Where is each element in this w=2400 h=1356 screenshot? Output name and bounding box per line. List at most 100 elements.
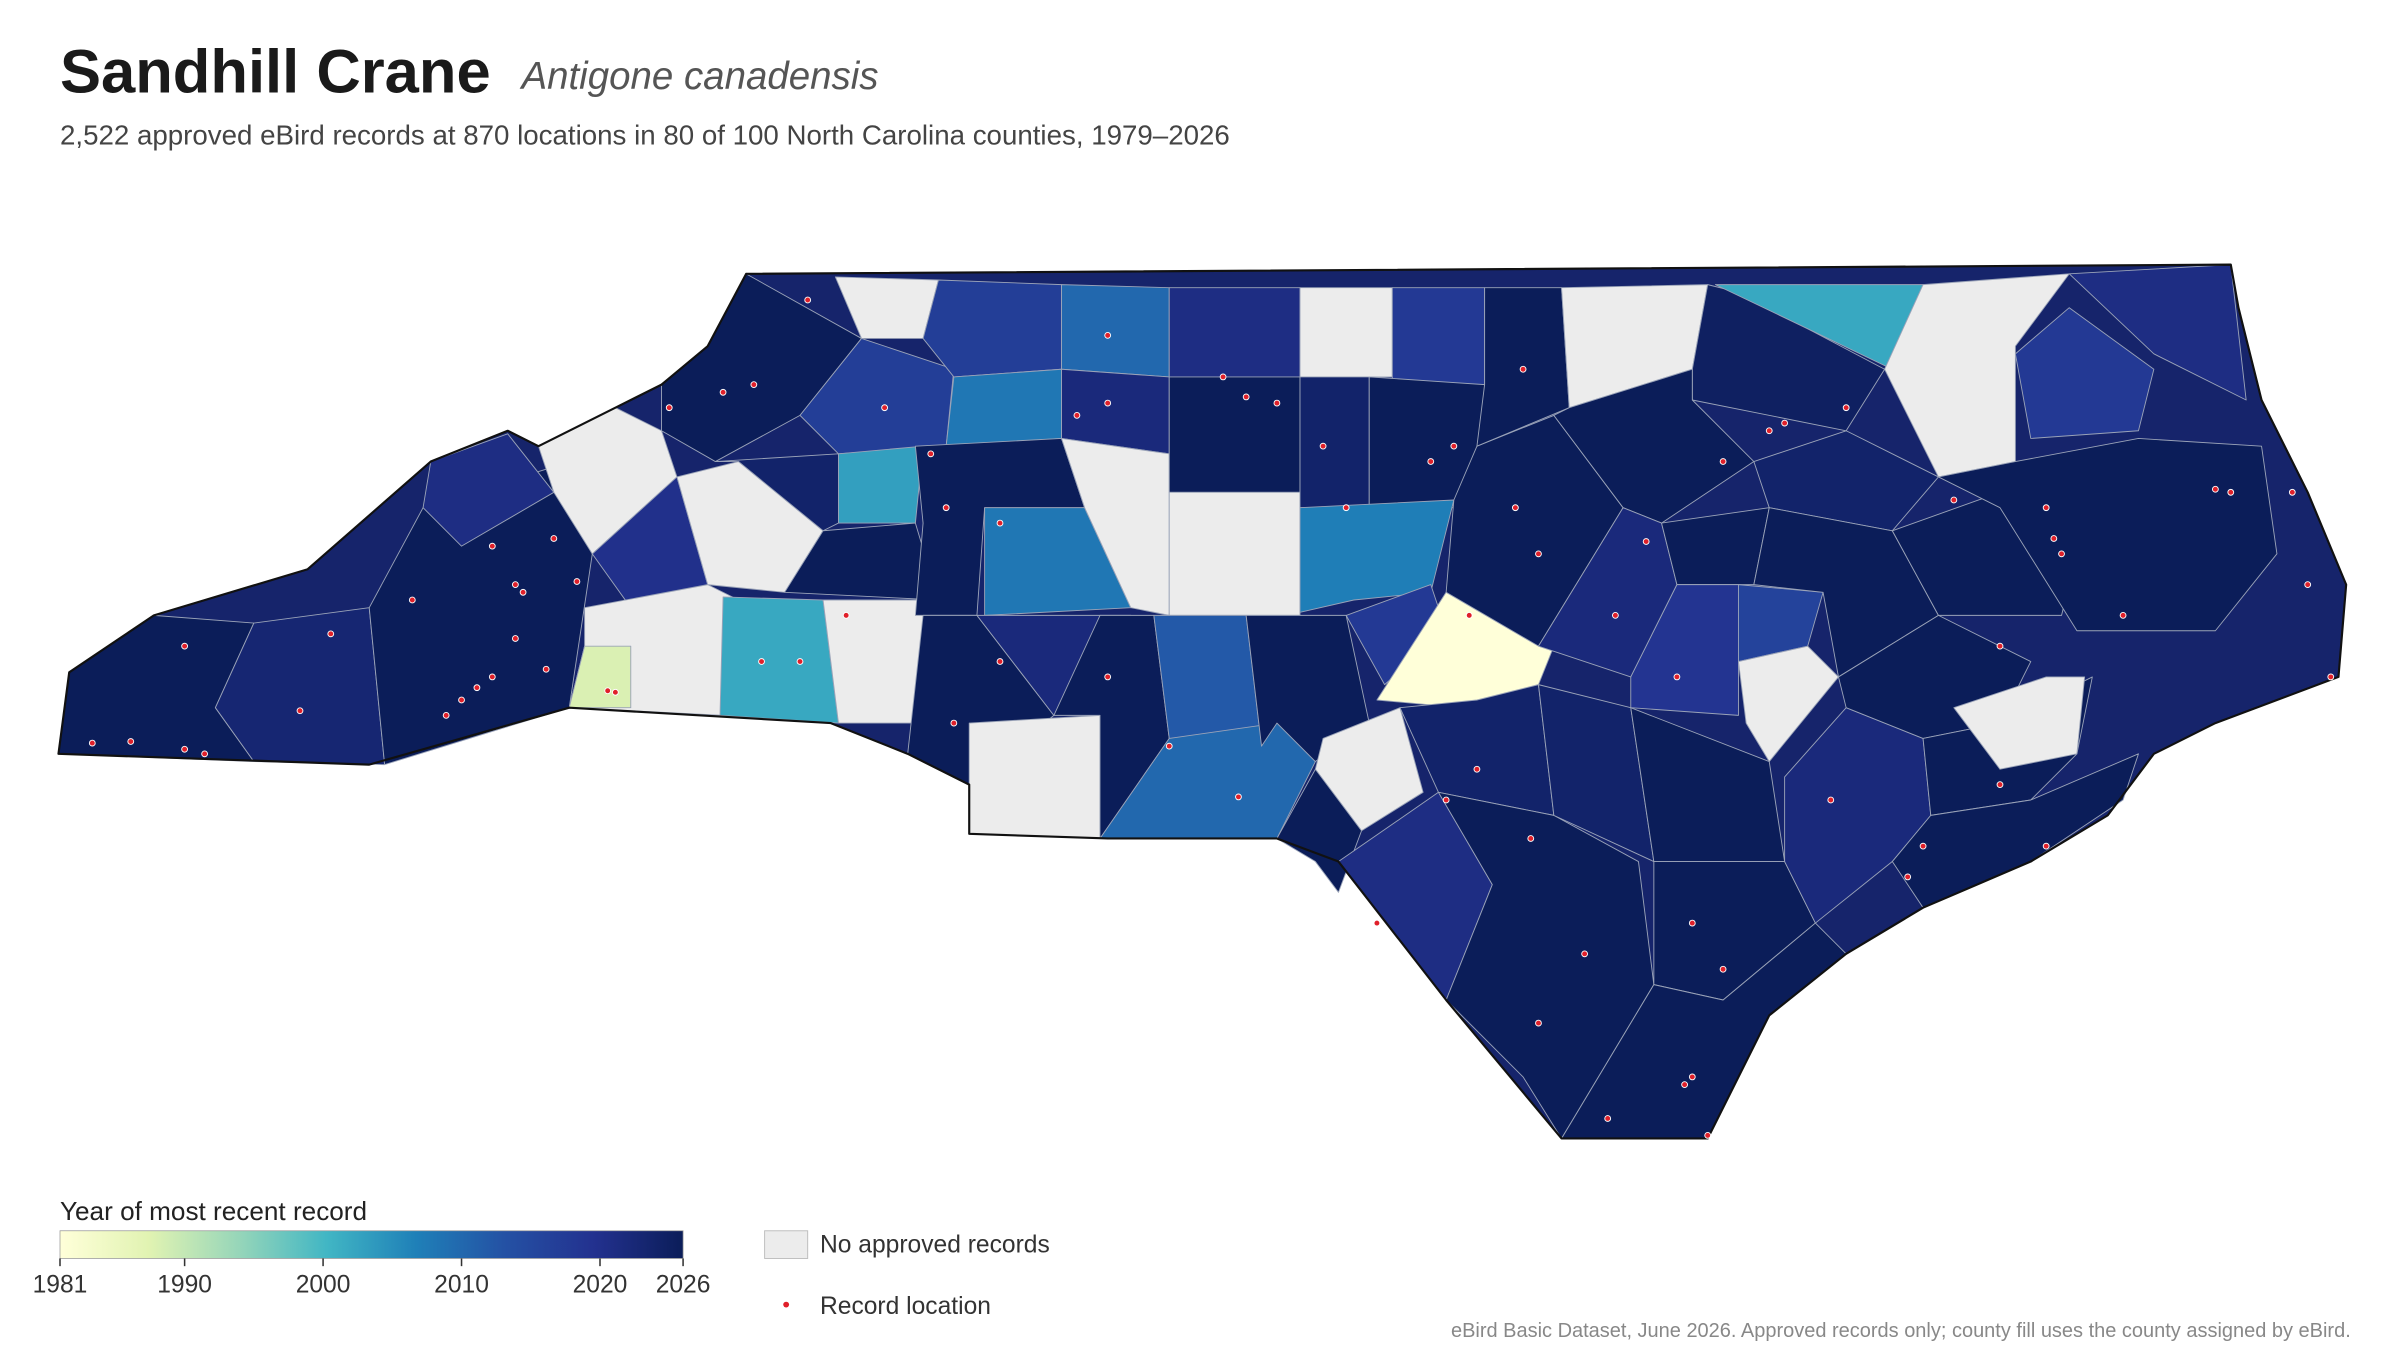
record-dot — [1104, 332, 1112, 339]
county — [1437, 791, 1655, 1139]
county — [1299, 499, 1455, 613]
county — [2068, 264, 2247, 401]
record-dot — [2058, 550, 2065, 558]
record-dot — [1511, 504, 1519, 512]
record-dot — [1642, 538, 1650, 545]
record-dot — [1673, 673, 1681, 681]
record-dot — [1827, 796, 1835, 804]
colorbar-tick-label: 1990 — [157, 1271, 212, 1298]
record-dot — [1581, 950, 1588, 958]
colorbar — [59, 1230, 684, 1259]
county — [968, 714, 1101, 839]
record-dot — [1235, 793, 1242, 801]
record-dot — [842, 611, 850, 619]
county — [1753, 430, 1939, 532]
record-dot — [950, 719, 958, 727]
county — [838, 445, 924, 524]
record-dot — [796, 658, 804, 665]
record-dot — [408, 596, 416, 604]
colorbar-tick-label: 2020 — [573, 1271, 628, 1298]
record-dot — [1473, 765, 1481, 773]
record-dot — [758, 658, 765, 665]
record-dot — [665, 404, 673, 412]
title: Sandhill Crane — [60, 37, 491, 106]
county — [1168, 376, 1301, 493]
record-dot — [2042, 842, 2050, 850]
colorbar-tick-label: 2000 — [296, 1271, 351, 1298]
record-dot — [550, 535, 558, 542]
record-dot — [2050, 535, 2058, 542]
source-note: eBird Basic Dataset, June 2026. Approved… — [1451, 1320, 2351, 1342]
record-dot — [1427, 458, 1435, 465]
record-dot — [1450, 442, 1458, 450]
colorbar-tick-label: 1981 — [33, 1271, 88, 1298]
county — [1168, 287, 1301, 378]
record-dot — [1611, 611, 1619, 619]
colorbar-tick-label: 2026 — [656, 1271, 711, 1298]
record-dot — [2288, 488, 2296, 496]
county — [945, 368, 1063, 447]
record-dot — [1527, 835, 1535, 842]
record-dot — [2042, 504, 2050, 512]
no-records-label: No approved records — [820, 1231, 1050, 1258]
record-dot — [1996, 781, 2004, 788]
record-dot — [1950, 496, 1958, 504]
map — [57, 263, 2348, 1140]
legend: Year of most recent record No approved r… — [33, 1196, 1050, 1320]
record-dot — [488, 673, 496, 681]
record-dot — [1919, 842, 1927, 850]
subtitle: 2,522 approved eBird records at 870 loca… — [60, 120, 1230, 151]
county — [1061, 437, 1170, 616]
county — [1153, 614, 1262, 747]
legend-title: Year of most recent record — [60, 1196, 367, 1226]
record-dot — [127, 738, 135, 745]
county — [1061, 284, 1170, 378]
record-dot — [719, 388, 727, 396]
county — [1937, 437, 2278, 632]
record-swatch — [783, 1301, 790, 1308]
county — [922, 279, 1063, 378]
record-dot — [1719, 458, 1727, 465]
record-dot — [1688, 1073, 1696, 1081]
record-dot — [1519, 365, 1527, 373]
record-dot — [804, 296, 812, 304]
record-dot — [488, 542, 496, 550]
record-dot — [1996, 642, 2004, 650]
record-dot — [604, 687, 612, 695]
county — [422, 433, 555, 547]
record-dot — [1765, 427, 1773, 435]
record-dot — [296, 707, 304, 715]
county — [1953, 676, 2086, 770]
record-dot — [1904, 873, 1912, 881]
record-dot — [612, 688, 619, 696]
record-dot — [1442, 796, 1450, 804]
scientific-name: Antigone canadensis — [519, 55, 878, 98]
record-dot — [2211, 485, 2219, 493]
record-dot — [1681, 1081, 1688, 1088]
record-dot — [1373, 919, 1381, 927]
county — [714, 453, 839, 532]
record-dot — [1535, 1019, 1542, 1027]
county — [1391, 287, 1486, 386]
county — [1299, 376, 1370, 509]
record-dot — [2327, 673, 2335, 681]
record-dot — [996, 658, 1004, 665]
county — [1891, 753, 2139, 909]
record-dot — [1719, 965, 1727, 973]
record-dot — [1704, 1131, 1712, 1139]
record-dot — [573, 578, 581, 585]
county — [1168, 491, 1301, 616]
record-dot — [181, 642, 189, 650]
record-dot — [1104, 673, 1112, 681]
record-dot — [1165, 742, 1173, 750]
record-dot — [1465, 611, 1473, 619]
county — [784, 522, 939, 601]
record-dot — [1688, 919, 1696, 927]
record-dot — [2227, 488, 2235, 496]
record-dot — [519, 588, 527, 596]
record-dot — [1104, 399, 1112, 407]
record-dot — [1535, 550, 1542, 558]
record-dot — [1242, 393, 1250, 401]
record-dot — [458, 696, 465, 704]
